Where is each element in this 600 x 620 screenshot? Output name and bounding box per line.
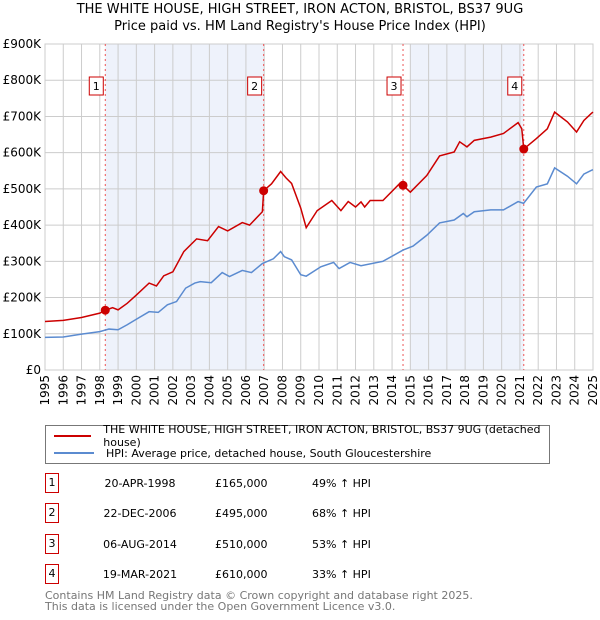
x-tick-label: 1996 [56,375,70,406]
sale-label-box [247,76,263,96]
x-tick-label: 2017 [440,375,454,406]
x-tick-label: 2004 [202,375,216,406]
x-tick-label: 1995 [38,375,52,406]
sale-label: 3 [391,80,398,93]
x-tick-label: 2007 [257,375,271,406]
x-tick-label: 2019 [476,375,490,406]
sale-point [519,144,529,154]
property-line-swatch [54,435,92,437]
transaction-date: 06-AUG-2014 [103,538,177,551]
legend-item-hpi: HPI: Average price, detached house, Sout… [54,445,431,461]
sale-label: 2 [251,80,258,93]
transaction-row: 4 19-MAR-2021 £610,000 33% ↑ HPI [45,564,445,588]
chart-title: THE WHITE HOUSE, HIGH STREET, IRON ACTON… [76,2,524,17]
legend-label-hpi: HPI: Average price, detached house, Sout… [106,446,432,460]
legend-item-property: THE WHITE HOUSE, HIGH STREET, IRON ACTON… [54,423,549,449]
y-tick-label: £100K [3,327,43,341]
transaction-price: £510,000 [215,538,268,551]
y-tick-label: £500K [3,182,43,196]
hpi-line-swatch [54,452,94,454]
x-tick-label: 2012 [349,375,363,406]
legend: THE WHITE HOUSE, HIGH STREET, IRON ACTON… [45,423,550,464]
plot-frame [44,43,594,371]
x-tick-label: 2024 [568,375,582,406]
price-chart: £0 £100K £200K £300K £400K £500K £600K £700K £80… [3,37,600,406]
transaction-row: 3 06-AUG-2014 £510,000 53% ↑ HPI [45,534,445,558]
x-tick-label: 2021 [513,375,527,406]
y-tick-label: £900K [3,37,43,51]
x-tick-label: 2020 [495,375,509,406]
sale-point [398,180,408,190]
transaction-number: 3 [45,534,59,554]
transaction-hpi: 68% ↑ HPI [312,507,371,520]
x-tick-label: 2008 [275,375,289,406]
sale-point [100,305,110,315]
x-tick-label: 2018 [458,375,472,406]
x-tick-label: 2000 [129,375,143,406]
transaction-date: 22-DEC-2006 [103,507,177,520]
x-tick-label: 2013 [367,375,381,406]
transaction-number: 4 [45,564,59,584]
x-tick-label: 2023 [549,375,563,406]
y-tick-label: £300K [3,254,43,268]
y-tick-label: £700K [3,109,43,123]
footer-copyright: Contains HM Land Registry data © Crown c… [45,589,473,602]
sale-point [259,186,269,196]
x-tick-label: 2025 [586,375,600,406]
x-tick-label: 2014 [385,375,399,406]
x-tick-label: 1999 [111,375,125,406]
hpi-line [44,166,594,339]
property-price-line [44,110,594,323]
x-tick-label: 2016 [422,375,436,406]
x-tick-label: 2001 [148,375,162,406]
footer-licence: This data is licensed under the Open Gov… [45,600,396,613]
y-tick-label: £800K [3,73,43,87]
transaction-price: £610,000 [215,568,268,581]
x-tick-label: 2002 [166,375,180,406]
sale-label-box [88,76,104,96]
x-tick-label: 2005 [221,375,235,406]
x-tick-label: 1997 [75,375,89,406]
x-tick-label: 2010 [312,375,326,406]
transaction-number: 2 [45,503,59,523]
x-tick-label: 2006 [239,375,253,406]
shaded-period [410,44,524,370]
transaction-row: 1 20-APR-1998 £165,000 49% ↑ HPI [45,473,445,497]
x-tick-label: 2022 [531,375,545,406]
transaction-price: £495,000 [215,507,268,520]
shaded-period [105,44,264,370]
sale-label: 4 [511,80,518,93]
sale-label-box [507,76,523,96]
y-tick-label: £0 [26,363,41,377]
x-tick-label: 2009 [294,375,308,406]
chart-subtitle: Price paid vs. HM Land Registry's House … [114,19,486,34]
y-tick-label: £600K [3,146,43,160]
transaction-price: £165,000 [215,477,268,490]
transaction-row: 2 22-DEC-2006 £495,000 68% ↑ HPI [45,503,445,527]
y-tick-label: £400K [3,218,43,232]
transaction-number: 1 [45,473,59,493]
sale-label: 1 [93,80,100,93]
transaction-hpi: 33% ↑ HPI [312,568,371,581]
x-tick-label: 2011 [330,375,344,406]
sale-label-box [386,76,402,96]
x-tick-label: 1998 [93,375,107,406]
transaction-date: 19-MAR-2021 [102,568,178,581]
transaction-hpi: 53% ↑ HPI [312,538,371,551]
x-tick-label: 2003 [184,375,198,406]
y-tick-label: £200K [3,291,43,305]
transaction-date: 20-APR-1998 [104,477,176,490]
legend-label-property: THE WHITE HOUSE, HIGH STREET, IRON ACTON… [103,423,541,449]
transaction-hpi: 49% ↑ HPI [312,477,371,490]
x-tick-label: 2015 [403,375,417,406]
